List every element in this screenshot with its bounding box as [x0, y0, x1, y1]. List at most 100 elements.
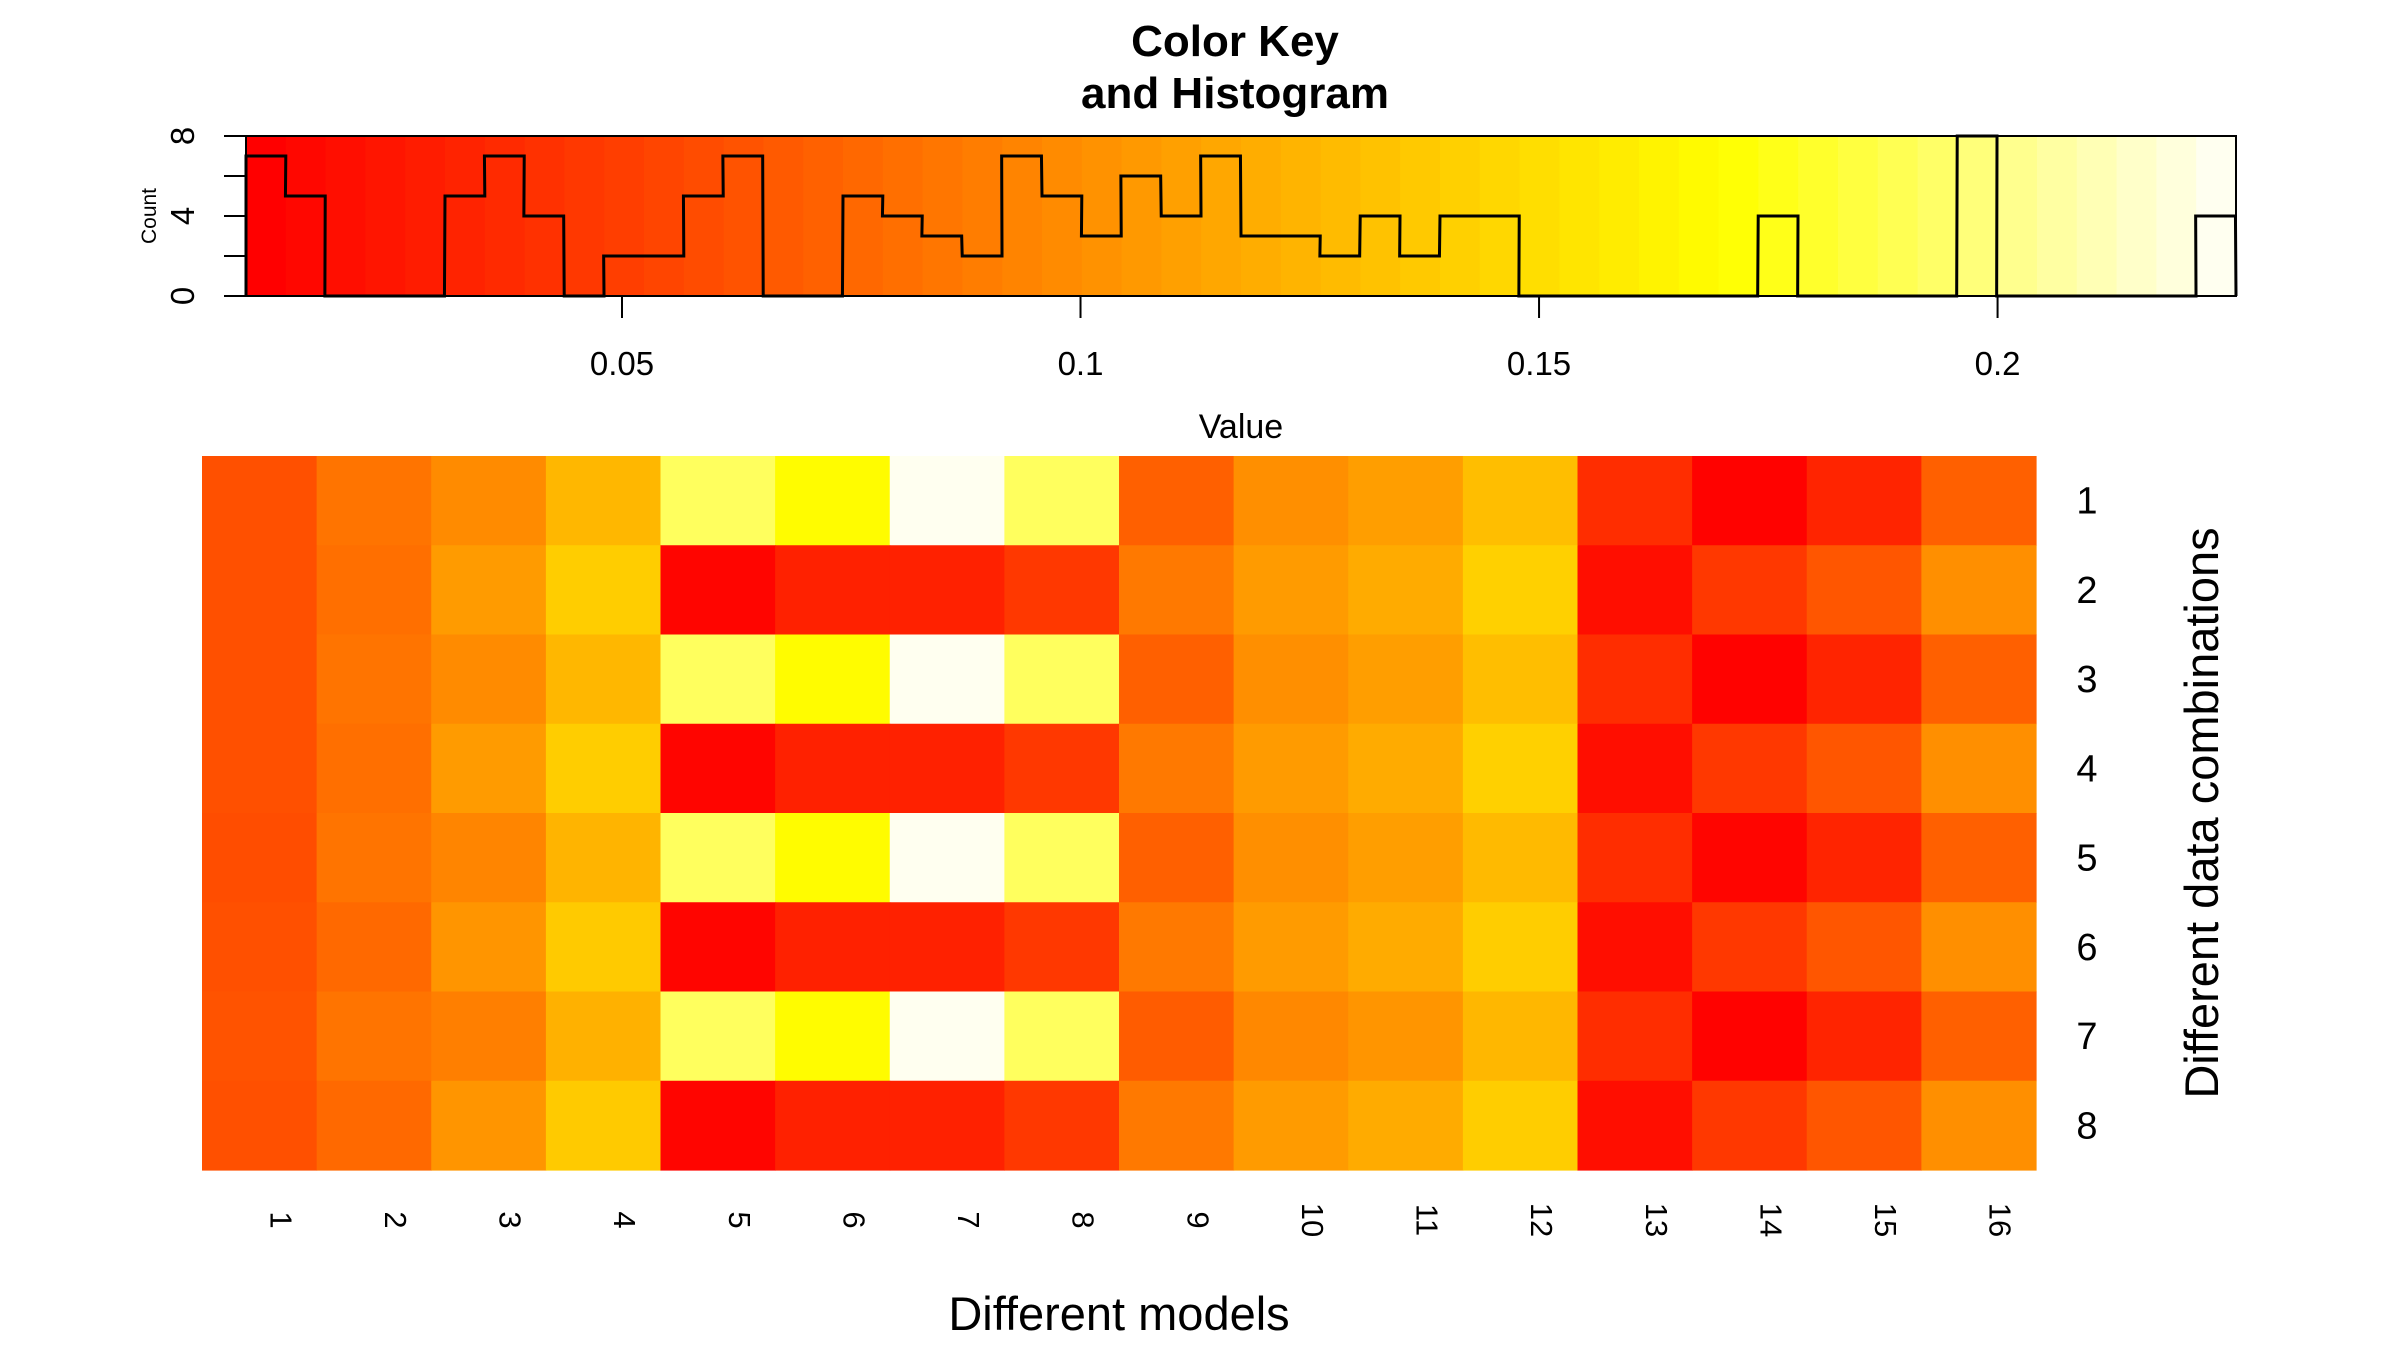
- heatmap-cell: [775, 1080, 891, 1171]
- row-label: 1: [2076, 481, 2097, 523]
- heatmap-cell: [1921, 902, 2037, 993]
- color-key-strip: [1957, 136, 1998, 296]
- color-key-strip: [2116, 136, 2157, 296]
- heatmap-cell: [1004, 545, 1120, 636]
- heatmap-cell: [1348, 991, 1464, 1082]
- heatmap-cell: [775, 723, 891, 814]
- heatmap-cell: [775, 456, 891, 546]
- heatmap-cell: [1806, 456, 1922, 546]
- heatmap-cell: [431, 902, 547, 993]
- color-key-strip: [1559, 136, 1600, 296]
- heatmap-cell: [1692, 723, 1808, 814]
- heatmap-cell: [431, 723, 547, 814]
- color-key-strip: [1838, 136, 1879, 296]
- heatmap-cell: [889, 902, 1005, 993]
- heatmap-cell: [431, 991, 547, 1082]
- color-key-strip: [1400, 136, 1441, 296]
- color-key-strip: [683, 136, 725, 296]
- heatmap-cell: [1806, 813, 1922, 903]
- color-key-strip: [484, 136, 526, 296]
- heatmap-cell: [545, 634, 662, 725]
- color-key-strip: [1877, 136, 1919, 296]
- heatmap-cell: [1348, 545, 1464, 636]
- heatmap-cell: [1348, 902, 1464, 993]
- heatmap-cell: [316, 634, 432, 725]
- color-key-strip: [2037, 136, 2078, 296]
- color-key-strip: [1599, 136, 1640, 296]
- heatmap-cell: [202, 991, 318, 1082]
- heatmap-cell: [660, 991, 776, 1082]
- heatmap-cell: [316, 991, 432, 1082]
- heatmap-cell: [1462, 991, 1579, 1082]
- heatmap-cell: [1692, 456, 1808, 546]
- heatmap-cell: [1233, 902, 1349, 993]
- heatmap-cell: [1233, 723, 1349, 814]
- heatmap-cell: [775, 991, 891, 1082]
- color-key-strip: [1002, 136, 1043, 296]
- color-key-strip: [285, 136, 327, 296]
- column-label: 10: [1295, 1203, 1330, 1237]
- heatmap-cell: [660, 1080, 776, 1171]
- heatmap-cell: [775, 634, 891, 725]
- color-key-strip: [723, 136, 764, 296]
- heatmap-cell: [1119, 723, 1235, 814]
- y-tick-label: 0: [164, 287, 201, 305]
- column-label: 9: [1180, 1211, 1215, 1228]
- heatmap-cell: [545, 545, 662, 636]
- heatmap-cell: [1119, 634, 1235, 725]
- heatmap-cell: [1692, 545, 1808, 636]
- heatmap-cell: [889, 456, 1005, 546]
- heatmap-cell: [1806, 991, 1922, 1082]
- color-key-x-title: Value: [1199, 408, 1283, 446]
- color-key-strip: [1718, 136, 1759, 296]
- heatmap-cell: [1119, 991, 1235, 1082]
- heatmap-cell: [1921, 456, 2037, 546]
- heatmap-cell: [1233, 634, 1349, 725]
- heatmap-cell: [1921, 723, 2037, 814]
- heatmap-cell: [316, 545, 432, 636]
- color-key-strip: [1639, 136, 1680, 296]
- heatmap-cell: [660, 723, 776, 814]
- heatmap-cell: [431, 545, 547, 636]
- heatmap-cell: [1577, 991, 1693, 1082]
- column-label: 8: [1066, 1211, 1101, 1228]
- color-key-strip: [1519, 136, 1560, 296]
- column-label: 16: [1983, 1203, 2018, 1237]
- heatmap-cell: [889, 991, 1005, 1082]
- color-key-strip: [2076, 136, 2118, 296]
- color-key-strip: [1678, 136, 1720, 296]
- heatmap-cell: [1577, 813, 1693, 903]
- color-key-strip: [1201, 136, 1242, 296]
- heatmap-cell: [202, 1080, 318, 1171]
- heatmap-cell: [1462, 813, 1579, 903]
- heatmap-cell: [316, 813, 432, 903]
- heatmap-cell: [1119, 456, 1235, 546]
- heatmap-cell: [660, 634, 776, 725]
- heatmap-cell: [1921, 813, 2037, 903]
- color-key-strip: [2156, 136, 2197, 296]
- heatmap-cell: [1348, 723, 1464, 814]
- color-key-strip: [325, 136, 366, 296]
- heatmap-cell: [1806, 634, 1922, 725]
- heatmap-cell: [202, 813, 318, 903]
- heatmap-cell: [889, 634, 1005, 725]
- column-label: 12: [1524, 1203, 1559, 1237]
- y-tick-label: 4: [164, 207, 201, 225]
- heatmap-cell: [545, 1080, 662, 1171]
- heatmap-cell: [1004, 1080, 1120, 1171]
- color-key-strip: [962, 136, 1003, 296]
- heatmap-cell: [202, 456, 318, 546]
- column-label: 6: [836, 1211, 871, 1228]
- heatmap-row-labels: 1 2 3 4 5 6 7 8: [2076, 481, 2097, 1148]
- color-key-strip: [405, 136, 446, 296]
- row-label: 6: [2076, 927, 2097, 969]
- color-key-strip: [1280, 136, 1322, 296]
- heatmap-cell: [889, 545, 1005, 636]
- heatmap-cell: [202, 545, 318, 636]
- color-key-strip: [1241, 136, 1282, 296]
- heatmap-cell: [1348, 634, 1464, 725]
- color-key-x-axis: 0.05 0.1 0.15 0.2: [590, 296, 2021, 382]
- heatmap-cell: [775, 902, 891, 993]
- heatmap-cell: [660, 813, 776, 903]
- heatmap-cell: [1462, 456, 1579, 546]
